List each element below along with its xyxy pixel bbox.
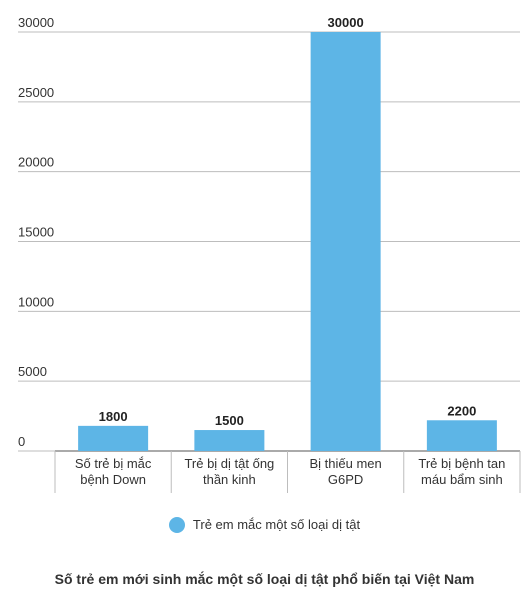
y-tick-label: 0: [18, 434, 25, 449]
legend-label: Trẻ em mắc một số loại dị tật: [192, 517, 361, 533]
x-tick-label: Trẻ bị bệnh tan: [418, 456, 505, 471]
data-label: 1500: [215, 413, 244, 428]
x-tick-label: Trẻ bị dị tật ống: [184, 456, 274, 471]
bar: [78, 425, 149, 451]
y-tick-label: 15000: [18, 225, 54, 240]
x-tick-label: G6PD: [328, 472, 363, 487]
data-label: 1800: [99, 409, 128, 424]
y-tick-label: 10000: [18, 294, 54, 309]
x-tick-label: Số trẻ bị mắc: [75, 456, 152, 471]
bar-chart: 0 5000 10000 15000 20000 25000 30000 1800 Số trẻ…: [18, 15, 521, 493]
x-tick-label: máu bẩm sinh: [421, 472, 503, 487]
x-tick-label: bệnh Down: [80, 472, 146, 487]
data-label: 30000: [328, 15, 364, 30]
x-tick-label: thần kinh: [203, 472, 256, 487]
y-tick-label: 5000: [18, 364, 47, 379]
data-label: 2200: [447, 403, 476, 418]
y-tick-label: 20000: [18, 155, 54, 170]
y-tick-label: 30000: [18, 15, 54, 30]
y-tick-label: 25000: [18, 85, 54, 100]
chart-title: Số trẻ em mới sinh mắc một số loại dị tậ…: [54, 571, 475, 587]
bar: [194, 430, 265, 451]
bar: [310, 32, 381, 451]
bar: [426, 420, 497, 451]
legend-swatch: [168, 516, 185, 533]
legend: Trẻ em mắc một số loại dị tật: [0, 516, 529, 533]
x-tick-label: Bị thiếu men: [309, 456, 381, 471]
